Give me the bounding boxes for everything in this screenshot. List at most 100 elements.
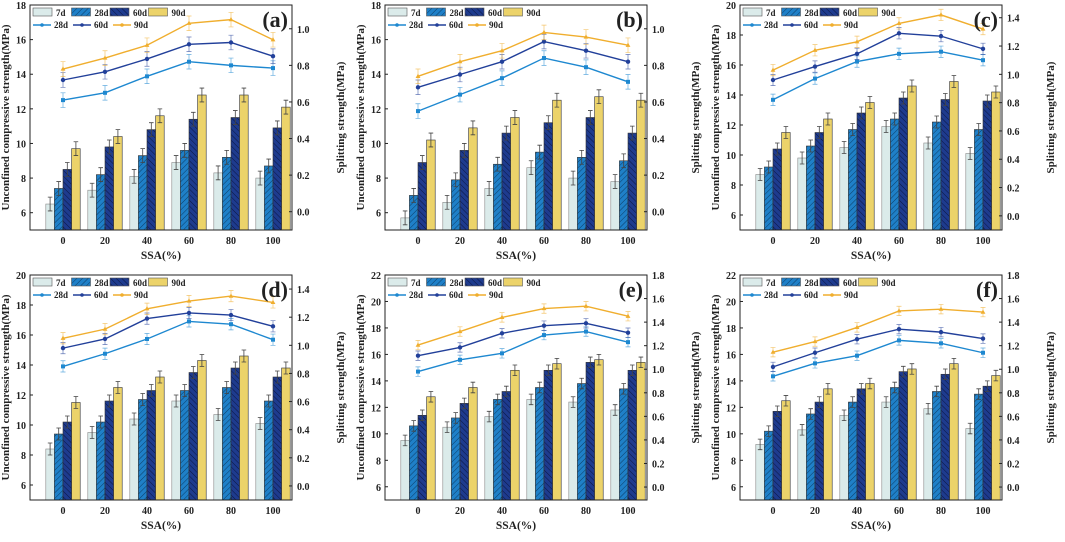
y-tick-label: 8 <box>21 174 26 185</box>
legend-swatch-60d <box>109 277 130 287</box>
panel-label: (f) <box>976 277 998 302</box>
y2-tick-label: 0.8 <box>1007 99 1020 110</box>
legend-label: 90d <box>844 290 858 300</box>
legend-marker <box>750 23 754 27</box>
legend-swatch-60d <box>819 277 840 287</box>
bar-28d <box>577 157 587 231</box>
bar-7d <box>171 162 181 231</box>
x-tick-label: 80 <box>581 236 591 247</box>
error-bar <box>841 409 847 421</box>
y-tick-label: 6 <box>731 211 736 222</box>
y-tick-label: 14 <box>16 70 26 81</box>
error-bar <box>182 143 187 158</box>
y-axis-label: Unconfined compressive strength(MPa) <box>355 294 367 480</box>
error-bar <box>909 363 915 375</box>
legend-marker <box>120 293 124 297</box>
point-60d <box>186 310 192 316</box>
line-60d <box>417 322 629 357</box>
bar-90d <box>907 85 917 231</box>
point-60d <box>938 329 944 335</box>
bar-7d <box>442 426 452 501</box>
bar-60d <box>627 369 637 501</box>
error-bar <box>257 417 263 430</box>
y2-tick-label: 1.0 <box>297 25 310 36</box>
bar-90d <box>71 402 81 501</box>
x-tick-label: 0 <box>416 236 421 247</box>
point-28d <box>897 51 901 56</box>
error-bar <box>817 126 822 139</box>
chart-panel-e: 6 8 10 12 14 16 18 20 22 0.0 0.2 0.4 0.6 0.8 1.0 1.2 1.4… <box>355 270 710 537</box>
x-tick-label: 100 <box>976 506 991 517</box>
bar-90d <box>991 91 1001 231</box>
bar-28d <box>932 121 942 231</box>
bar-28d <box>577 383 587 501</box>
error-bar <box>588 356 593 369</box>
bar-28d <box>138 155 148 231</box>
y2-tick-label: 0.0 <box>1007 212 1020 223</box>
x-axis-label: SSA(%) <box>496 520 536 532</box>
error-bar <box>638 92 644 108</box>
error-bar <box>579 377 584 390</box>
y2-tick-label: 0.2 <box>652 459 665 470</box>
legend-swatch-60d <box>464 7 485 17</box>
x-tick-label: 80 <box>226 506 236 517</box>
legend-label: 90d <box>527 8 541 18</box>
x-tick-label: 100 <box>266 506 281 517</box>
point-28d <box>939 341 943 346</box>
legend-marker <box>750 293 754 297</box>
legend-swatch-60d <box>464 277 485 287</box>
error-bar <box>579 149 584 165</box>
y2-tick-label: 0.8 <box>652 61 665 72</box>
point-90d <box>499 48 505 53</box>
point-60d <box>812 64 818 69</box>
bar-28d <box>806 413 816 501</box>
bar-90d <box>594 96 604 231</box>
error-bar <box>470 120 476 136</box>
point-60d <box>270 324 276 329</box>
point-60d <box>186 42 192 47</box>
legend-marker <box>40 23 44 27</box>
error-bar <box>266 158 271 174</box>
legend-marker <box>120 23 124 27</box>
point-90d <box>60 66 66 71</box>
x-tick-label: 20 <box>810 236 820 247</box>
bar-60d <box>585 362 595 501</box>
bar-28d <box>96 421 106 501</box>
legend-label: 60d <box>804 20 818 30</box>
y2-tick-label: 0.0 <box>297 208 310 219</box>
error-bar <box>638 356 644 369</box>
error-bar <box>191 111 196 127</box>
chart-panel-c: 6 8 10 12 14 16 18 20 0.0 0.2 0.4 0.6 0.8 1.0 1.2 1.4 0 2… <box>710 0 1065 267</box>
bar-7d <box>755 444 765 501</box>
point-60d <box>583 321 589 326</box>
point-90d <box>812 338 818 344</box>
chart-panel-a: 6 8 10 12 14 16 18 0.0 0.2 0.4 0.6 0.8 1.0 0 20 40 60 80 1… <box>0 0 355 267</box>
error-bar <box>47 196 53 212</box>
x-tick-label: 40 <box>852 236 862 247</box>
y-tick-label: 16 <box>726 61 736 72</box>
panel-label: (b) <box>616 7 643 32</box>
bar-90d <box>468 127 478 231</box>
x-axis-label: SSA(%) <box>851 520 891 532</box>
bar-90d <box>155 376 165 501</box>
panel-label: (c) <box>974 7 998 32</box>
legend-label: 60d <box>488 8 502 18</box>
bar-60d <box>898 371 908 501</box>
bar-90d <box>510 117 520 231</box>
legend-label: 60d <box>133 278 147 288</box>
bar-90d <box>113 387 123 501</box>
y-tick-label: 18 <box>16 301 26 312</box>
point-60d <box>541 39 547 44</box>
error-bar <box>275 370 280 384</box>
error-bar <box>89 182 95 198</box>
point-90d <box>228 293 234 298</box>
y2-tick-label: 0.4 <box>297 135 310 146</box>
point-60d <box>457 345 463 350</box>
y2-tick-label: 0.4 <box>652 436 665 447</box>
point-90d <box>625 42 631 47</box>
error-bar <box>596 89 602 105</box>
y-tick-label: 12 <box>371 403 381 414</box>
legend-marker <box>475 23 479 27</box>
point-28d <box>187 59 191 64</box>
legend-swatch-90d <box>858 7 878 17</box>
